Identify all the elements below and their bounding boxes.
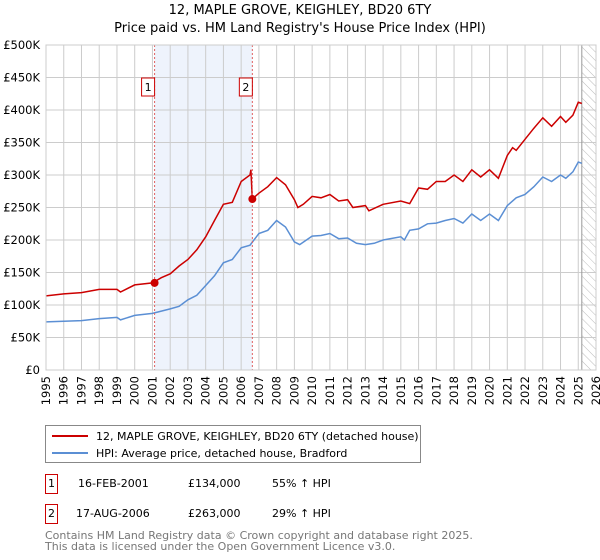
y-tick-label: £150K: [3, 266, 40, 280]
y-tick-label: £200K: [3, 233, 40, 247]
footer-line-1: Contains HM Land Registry data © Crown c…: [45, 529, 473, 542]
x-tick-label: 2018: [447, 376, 461, 405]
hpi-series-line: [45, 161, 583, 323]
x-tick-label: 2010: [305, 376, 319, 405]
transaction-hpi: 29% ↑ HPI: [272, 507, 331, 520]
y-tick-label: £450K: [3, 71, 40, 85]
chart-plot: 1995 1996 1997 1998 1999 2000 2001 2002 2003 2004…: [3, 38, 600, 405]
transaction-hpi: 55% ↑ HPI: [272, 477, 331, 490]
x-tick-label: 1996: [57, 376, 71, 405]
x-tick-label: 2016: [412, 376, 426, 405]
x-tick-label: 2024: [554, 376, 568, 405]
legend-label-hpi: HPI: Average price, detached house, Brad…: [96, 446, 348, 460]
sale-point: [150, 278, 159, 287]
y-tick-label: £500K: [3, 38, 40, 52]
y-tick-label: £400K: [3, 103, 40, 117]
transaction-date: 16-FEB-2001: [78, 477, 149, 490]
x-tick-label: 2005: [216, 376, 230, 405]
x-tick-label: 2004: [199, 376, 213, 405]
legend-label-property: 12, MAPLE GROVE, KEIGHLEY, BD20 6TY (det…: [96, 429, 419, 443]
x-tick-label: 2009: [287, 376, 301, 405]
x-tick-label: 1995: [39, 376, 53, 405]
legend-swatch-hpi: [52, 452, 88, 454]
transaction-badge: 1: [45, 474, 58, 494]
x-tick-label: 2002: [163, 376, 177, 405]
x-tick-label: 2011: [323, 376, 337, 405]
footer-line-2: This data is licensed under the Open Gov…: [45, 540, 396, 553]
plot-frame: [45, 44, 597, 371]
x-tick-label: 2001: [145, 376, 159, 405]
y-tick-label: £0: [25, 363, 40, 377]
sale-label: 2: [242, 81, 249, 94]
legend-item-property: 12, MAPLE GROVE, KEIGHLEY, BD20 6TY (det…: [46, 428, 419, 444]
chart-title: 12, MAPLE GROVE, KEIGHLEY, BD20 6TY: [168, 3, 432, 18]
sale-label-box: [141, 77, 156, 97]
transaction-date: 17-AUG-2006: [76, 507, 150, 520]
x-tick-label: 2013: [358, 376, 372, 405]
sale-label: 1: [145, 81, 152, 94]
x-tick-label: 2017: [429, 376, 443, 405]
y-tick-label: £50K: [11, 331, 41, 345]
transaction-price: £134,000: [188, 477, 241, 490]
x-tick-label: 2023: [536, 376, 550, 405]
chart-subtitle: Price paid vs. HM Land Registry's House …: [114, 21, 486, 36]
y-tick-label: £300K: [3, 168, 40, 182]
x-tick-label: 1997: [74, 376, 88, 405]
x-tick-label: 2020: [483, 376, 497, 405]
x-tick-label: 2003: [181, 376, 195, 405]
sale-point: [248, 195, 257, 204]
x-tick-label: 2012: [341, 376, 355, 405]
property-series-line: [45, 101, 583, 297]
footer: Contains HM Land Registry data © Crown c…: [45, 530, 473, 552]
legend: 12, MAPLE GROVE, KEIGHLEY, BD20 6TY (det…: [45, 425, 421, 463]
legend-swatch-property: [52, 435, 88, 437]
x-tick-label: 2025: [571, 376, 585, 405]
x-tick-label: 2007: [252, 376, 266, 405]
x-tick-label: 2015: [394, 376, 408, 405]
sale-label-box: [238, 77, 253, 97]
x-tick-label: 1999: [110, 376, 124, 405]
legend-item-hpi: HPI: Average price, detached house, Brad…: [46, 445, 347, 461]
x-tick-label: 2014: [376, 376, 390, 405]
x-tick-label: 2026: [589, 376, 600, 405]
x-tick-label: 2006: [234, 376, 248, 405]
x-tick-label: 2022: [518, 376, 532, 405]
transaction-price: £263,000: [188, 507, 241, 520]
y-tick-label: £100K: [3, 298, 40, 312]
x-tick-label: 2008: [270, 376, 284, 405]
x-tick-label: 2019: [465, 376, 479, 405]
y-tick-label: £250K: [3, 201, 40, 215]
x-tick-label: 1998: [92, 376, 106, 405]
x-tick-label: 2021: [500, 376, 514, 405]
transaction-badge: 2: [45, 504, 58, 524]
x-tick-label: 2000: [128, 376, 142, 405]
y-tick-label: £350K: [3, 136, 40, 150]
